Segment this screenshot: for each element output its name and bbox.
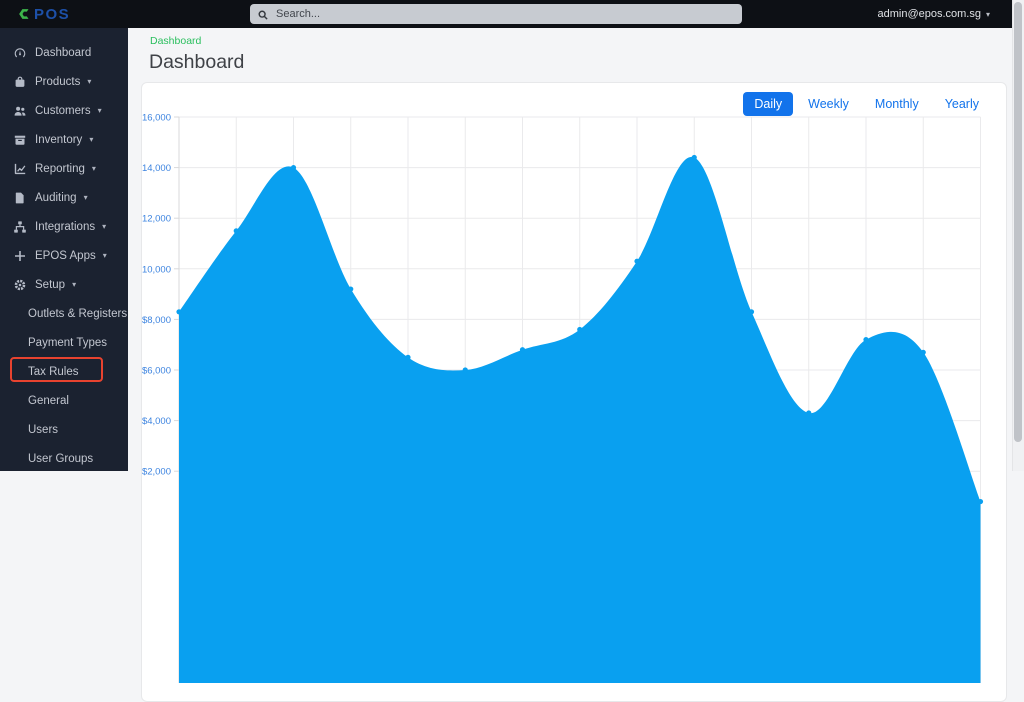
- chart-line-icon: [13, 162, 27, 176]
- sidebar-item-label: Setup: [35, 278, 66, 291]
- chevron-down-icon: ▾: [102, 251, 107, 260]
- chevron-down-icon: ▾: [83, 193, 88, 202]
- sales-area-chart[interactable]: $16,000 $14,000 $12,000 $10,000 $8,000 $6,000…: [142, 83, 1007, 702]
- data-point-marker: [233, 228, 239, 234]
- sidebar-item-dashboard[interactable]: Dashboard: [0, 38, 128, 67]
- data-point-marker: [176, 309, 182, 315]
- data-point-marker: [348, 286, 354, 292]
- sidebar-item-label: Tax Rules: [28, 365, 79, 378]
- range-button-monthly[interactable]: Monthly: [864, 92, 930, 116]
- sidebar-nav: Dashboard Products ▾ Customers ▾ Invento…: [0, 28, 128, 471]
- data-point-marker: [462, 367, 468, 373]
- range-button-yearly[interactable]: Yearly: [934, 92, 990, 116]
- sidebar-item-label: User Groups: [28, 452, 94, 465]
- sidebar-item-label: Dashboard: [35, 46, 92, 59]
- breadcrumb[interactable]: Dashboard: [150, 35, 202, 47]
- y-tick-label: $12,000: [142, 214, 171, 225]
- sidebar-item-user-groups[interactable]: User Groups: [0, 444, 128, 473]
- range-button-weekly[interactable]: Weekly: [797, 92, 860, 116]
- chevron-down-icon: ▾: [87, 77, 92, 86]
- logo-text: POS: [34, 5, 71, 23]
- sidebar-item-label: Outlets & Registers: [28, 307, 128, 320]
- sitemap-icon: [13, 220, 27, 234]
- sidebar-item-products[interactable]: Products ▾: [0, 67, 128, 96]
- y-tick-label: $10,000: [142, 264, 171, 275]
- data-point-marker: [977, 498, 984, 505]
- data-point-marker: [806, 410, 812, 416]
- sidebar-item-label: Customers: [35, 104, 91, 117]
- data-point-marker: [290, 165, 297, 171]
- sidebar-item-label: EPOS Apps: [35, 249, 96, 262]
- range-button-daily[interactable]: Daily: [743, 92, 794, 116]
- sidebar-item-customers[interactable]: Customers ▾: [0, 96, 128, 125]
- sidebar-item-label: Users: [28, 423, 59, 436]
- sidebar-item-inventory[interactable]: Inventory ▾: [0, 125, 128, 154]
- y-tick-label: $6,000: [142, 366, 171, 377]
- sidebar-item-tax-rules[interactable]: Tax Rules: [0, 357, 128, 386]
- data-point-marker: [920, 349, 926, 355]
- plus-icon: [13, 249, 27, 263]
- y-tick-label: $16,000: [142, 113, 171, 124]
- sidebar-item-users[interactable]: Users: [0, 415, 128, 444]
- chevron-down-icon: ▾: [97, 106, 102, 115]
- sidebar-item-auditing[interactable]: Auditing ▾: [0, 183, 128, 212]
- sidebar-item-label: Auditing: [35, 191, 77, 204]
- page-scrollbar-thumb[interactable]: [1014, 2, 1022, 442]
- gear-icon: [13, 278, 27, 292]
- data-point-marker: [748, 309, 755, 315]
- sidebar-item-label: Reporting: [35, 162, 85, 175]
- sidebar-item-outlets-registers[interactable]: Outlets & Registers: [0, 299, 128, 328]
- sidebar-item-label: Inventory: [35, 133, 83, 146]
- epos-logo-icon: [15, 5, 33, 23]
- data-point-marker: [519, 347, 526, 353]
- y-tick-label: $4,000: [142, 416, 171, 427]
- sidebar-item-label: Products: [35, 75, 81, 88]
- sidebar-item-reporting[interactable]: Reporting ▾: [0, 154, 128, 183]
- sidebar-item-label: Payment Types: [28, 336, 108, 349]
- bag-icon: [13, 75, 27, 89]
- users-icon: [13, 104, 27, 118]
- page-title: Dashboard: [149, 51, 245, 73]
- data-point-marker: [577, 326, 583, 333]
- search-input[interactable]: [250, 4, 742, 24]
- page-scrollbar-track[interactable]: [1012, 0, 1024, 471]
- sidebar-item-epos-apps[interactable]: EPOS Apps ▾: [0, 241, 128, 270]
- chart-range-toggle: Daily Weekly Monthly Yearly: [743, 92, 990, 116]
- account-email: admin@epos.com.sg: [877, 8, 981, 20]
- data-point-marker: [634, 258, 640, 264]
- search-container: [250, 4, 742, 24]
- chevron-down-icon: ▾: [985, 9, 990, 19]
- data-point-marker: [691, 154, 697, 161]
- top-bar: POS admin@epos.com.sg ▾: [0, 0, 1024, 28]
- sidebar-item-setup[interactable]: Setup ▾: [0, 270, 128, 299]
- y-tick-label: $2,000: [142, 467, 171, 478]
- data-point-marker: [405, 354, 411, 360]
- chevron-down-icon: ▾: [72, 280, 77, 289]
- y-tick-label: $14,000: [142, 163, 171, 174]
- app-logo[interactable]: POS: [15, 0, 70, 28]
- data-point-marker: [863, 337, 869, 343]
- chevron-down-icon: ▾: [89, 135, 94, 144]
- file-icon: [13, 191, 27, 205]
- search-icon: [257, 8, 269, 20]
- sales-chart-card: Daily Weekly Monthly Yearly $16,000 $14,0…: [141, 82, 1007, 702]
- y-tick-label: $8,000: [142, 315, 171, 326]
- archive-icon: [13, 133, 27, 147]
- chevron-down-icon: ▾: [91, 164, 96, 173]
- sidebar-item-general[interactable]: General: [0, 386, 128, 415]
- chevron-down-icon: ▾: [102, 222, 107, 231]
- sidebar-item-integrations[interactable]: Integrations ▾: [0, 212, 128, 241]
- sidebar-item-payment-types[interactable]: Payment Types: [0, 328, 128, 357]
- sidebar-item-label: General: [28, 394, 69, 407]
- account-menu[interactable]: admin@epos.com.sg ▾: [877, 0, 990, 28]
- sidebar-item-label: Integrations: [35, 220, 96, 233]
- tachometer-icon: [13, 46, 27, 60]
